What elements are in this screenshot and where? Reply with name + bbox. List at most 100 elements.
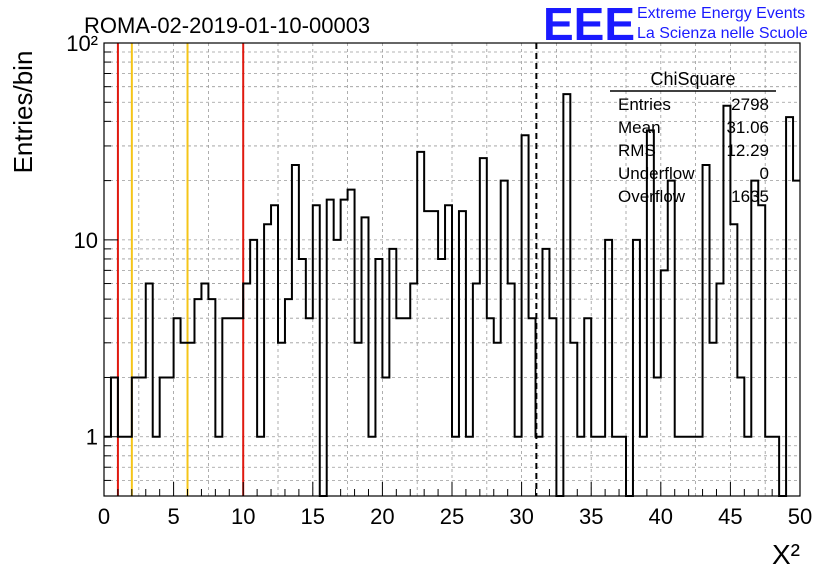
histogram-bin <box>654 377 661 496</box>
y-tick-label: 1 <box>86 425 98 450</box>
histogram-bin <box>737 377 744 496</box>
histogram-bin <box>417 152 424 496</box>
histogram-bin <box>522 135 529 496</box>
histogram-bin <box>201 284 208 496</box>
histogram-bin <box>542 249 549 496</box>
histogram-bin <box>758 205 765 496</box>
histogram-bin <box>515 437 522 496</box>
histogram-bin <box>160 377 167 496</box>
histogram-bin <box>633 240 640 496</box>
stats-label-entries: Entries <box>618 95 671 114</box>
x-tick-label: 5 <box>167 504 179 529</box>
histogram-bin <box>188 343 195 496</box>
histogram-bin <box>208 299 215 496</box>
histogram-bin <box>236 318 243 496</box>
x-tick-label: 10 <box>231 504 255 529</box>
histogram-bin <box>723 106 730 496</box>
histogram-bin <box>396 318 403 496</box>
histogram-bin <box>271 205 278 496</box>
histogram-bin <box>480 158 487 496</box>
histogram-bin <box>118 437 125 496</box>
histogram-bin <box>229 318 236 496</box>
histogram-bin <box>549 318 556 496</box>
histogram-bin <box>167 377 174 496</box>
histogram-bin <box>661 270 668 496</box>
histogram-bin <box>473 284 480 496</box>
histogram-bin <box>619 437 626 496</box>
histogram-bin <box>194 299 201 496</box>
histogram-bin <box>375 259 382 496</box>
x-axis-label: X² <box>772 539 800 570</box>
histogram-bin <box>716 284 723 496</box>
histogram-bin <box>285 299 292 496</box>
histogram-bin <box>243 284 250 496</box>
histogram-bin <box>682 437 689 496</box>
stats-label-underflow: Underflow <box>618 164 695 183</box>
x-tick-label: 35 <box>579 504 603 529</box>
x-tick-label: 45 <box>718 504 742 529</box>
x-tick-labels: 0 5 10 15 20 25 30 35 40 45 50 <box>98 504 812 529</box>
histogram-bin <box>640 437 647 496</box>
histogram-bin <box>299 259 306 496</box>
eee-logo: EEE <box>543 0 635 50</box>
x-tick-label: 30 <box>509 504 533 529</box>
histogram-bin <box>389 249 396 496</box>
histogram-bin <box>431 211 438 496</box>
histogram-bin <box>466 437 473 496</box>
stats-title: ChiSquare <box>650 69 735 89</box>
histogram-bin <box>765 437 772 496</box>
histogram-step-line <box>104 93 800 497</box>
stats-label-rms: RMS <box>618 141 656 160</box>
histogram-bin <box>730 224 737 496</box>
histogram-bin <box>584 318 591 496</box>
histogram-bin <box>605 240 612 496</box>
x-tick-label: 50 <box>788 504 812 529</box>
histogram-bin <box>612 437 619 496</box>
histogram-bin <box>264 224 271 496</box>
x-tick-label: 25 <box>440 504 464 529</box>
histogram-bin <box>257 437 264 496</box>
axis-ticks <box>103 42 801 497</box>
histogram-bin <box>703 165 710 496</box>
histogram-bin <box>438 259 445 496</box>
x-tick-label: 20 <box>370 504 394 529</box>
histogram-bin <box>278 343 285 496</box>
histogram-bin <box>362 217 369 496</box>
histogram-bin <box>410 284 417 496</box>
histogram-bin <box>313 205 320 496</box>
stats-value-mean: 31.06 <box>726 118 769 137</box>
histogram-bin <box>696 437 703 496</box>
histogram-bin <box>744 437 751 496</box>
histogram-bin <box>445 205 452 496</box>
histogram-bin <box>341 200 348 496</box>
histogram-bin <box>132 377 139 496</box>
stats-box: ChiSquare Entries 2798 Mean 31.06 RMS 12… <box>610 69 776 206</box>
y-axis-label: Entries/bin <box>8 51 38 174</box>
y-tick-label: 10 <box>74 228 98 253</box>
histogram-bin <box>222 318 229 496</box>
stats-value-entries: 2798 <box>731 95 769 114</box>
stats-value-underflow: 0 <box>760 164 769 183</box>
x-tick-label: 0 <box>98 504 110 529</box>
histogram-bin <box>153 437 160 496</box>
histogram-bin <box>536 437 543 496</box>
histogram-bin <box>563 94 570 496</box>
histogram-bin <box>675 437 682 496</box>
histogram-bin <box>793 181 800 496</box>
histogram-bin <box>327 200 334 496</box>
histogram-bin <box>529 318 536 496</box>
stats-value-overflow: 1635 <box>731 187 769 206</box>
histogram-bin <box>125 437 132 496</box>
histogram-bin <box>368 437 375 496</box>
run-title: ROMA-02-2019-01-10-00003 <box>84 13 370 38</box>
histogram-bin <box>355 343 362 496</box>
histogram-bin <box>710 343 717 496</box>
stats-label-overflow: Overflow <box>618 187 686 206</box>
histogram-bin <box>508 284 515 496</box>
histogram-bin <box>292 165 299 496</box>
brand-line-2: La Scienza nelle Scuole <box>637 25 808 42</box>
brand-line-1: Extreme Energy Events <box>637 5 805 22</box>
histogram-bin <box>689 437 696 496</box>
stats-value-rms: 12.29 <box>726 141 769 160</box>
